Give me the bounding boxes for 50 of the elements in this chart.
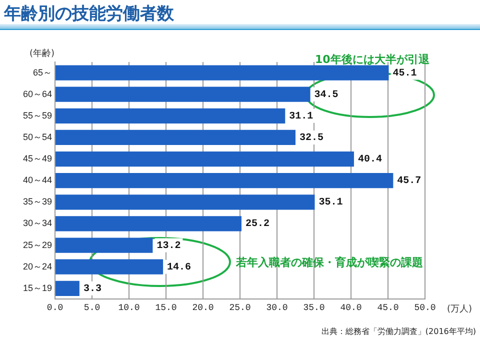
- data-label: 14.6: [167, 262, 192, 274]
- data-label: 25.2: [245, 219, 270, 230]
- x-tick-label: 40.0: [340, 302, 362, 313]
- x-axis-title: (万人): [447, 304, 472, 315]
- bar: [56, 194, 315, 210]
- data-label: 13.2: [156, 240, 181, 252]
- x-tick-label: 30.0: [266, 302, 288, 313]
- y-tick-label: 55～59: [22, 110, 52, 120]
- x-tick-label: 5.0: [84, 302, 100, 313]
- bar: [56, 259, 164, 274]
- x-tick-label: 35.0: [303, 302, 325, 313]
- bar: [56, 130, 296, 146]
- bar: [56, 86, 310, 102]
- x-tick-label: 10.0: [118, 302, 140, 313]
- y-tick-label: 50～54: [22, 132, 52, 142]
- bar: [56, 151, 354, 167]
- bar: [56, 216, 242, 232]
- bar: [56, 238, 153, 253]
- y-tick-label: 30～34: [22, 218, 52, 228]
- y-tick-label: 40～44: [22, 175, 52, 186]
- x-tick-label: 0.0: [46, 302, 64, 313]
- bar: [56, 65, 389, 80]
- data-label: 35.1: [318, 198, 343, 209]
- y-tick-label: 35～39: [22, 196, 52, 207]
- y-tick-label: 65～: [33, 67, 52, 78]
- x-tick-label: 15.0: [155, 302, 177, 313]
- x-tick-label: 25.0: [229, 302, 251, 313]
- data-label: 40.4: [358, 154, 382, 166]
- annotation: 10年後には大半が引退: [315, 52, 430, 67]
- x-tick-label: 20.0: [192, 302, 214, 313]
- y-tick-label: 45～49: [22, 154, 52, 164]
- data-label: 31.1: [289, 111, 314, 122]
- y-tick-label: 25～29: [22, 240, 52, 250]
- y-tick-label: 60～64: [22, 88, 52, 99]
- bar: [56, 108, 286, 124]
- data-label: 3.3: [83, 284, 102, 295]
- data-label: 45.7: [397, 176, 422, 188]
- y-tick-label: 20～24: [22, 261, 52, 272]
- bar: [56, 280, 80, 296]
- source-note: 出典：総務省「労働力調査」(2016年平均): [321, 326, 476, 337]
- data-label: 45.1: [392, 68, 417, 80]
- annotation: 若年入職者の確保・育成が喫緊の課題: [236, 255, 423, 270]
- data-label: 32.5: [300, 132, 324, 144]
- x-tick-label: 50.0: [414, 302, 436, 313]
- chart-title: 年齢別の技能労働者数: [4, 3, 174, 25]
- bar: [56, 173, 394, 188]
- y-tick-label: 15～19: [22, 282, 52, 293]
- data-label: 34.5: [314, 90, 338, 101]
- x-tick-label: 45.0: [377, 302, 399, 313]
- y-axis-title: (年齢): [29, 48, 55, 59]
